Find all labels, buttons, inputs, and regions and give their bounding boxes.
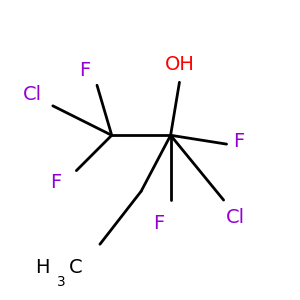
Text: Cl: Cl: [23, 85, 42, 104]
Text: F: F: [50, 173, 61, 192]
Text: 3: 3: [57, 275, 66, 289]
Text: OH: OH: [164, 55, 194, 74]
Text: C: C: [69, 258, 83, 277]
Text: H: H: [35, 258, 50, 277]
Text: F: F: [233, 132, 244, 151]
Text: Cl: Cl: [226, 208, 245, 227]
Text: F: F: [153, 214, 164, 233]
Text: F: F: [80, 61, 91, 80]
